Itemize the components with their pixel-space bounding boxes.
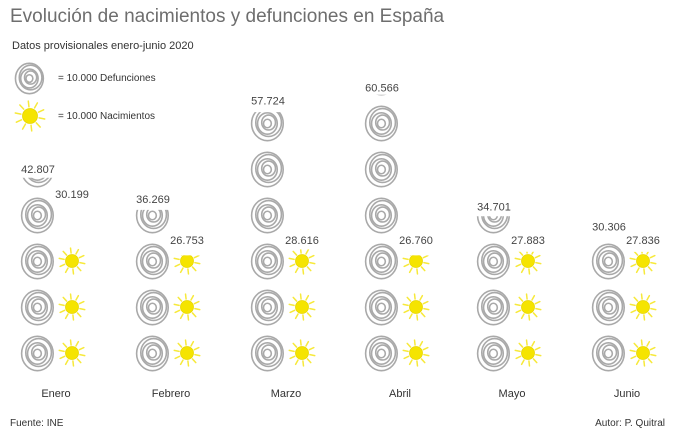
- death-circle-icon: [476, 289, 510, 326]
- legend-deaths-label: = 10.000 Defunciones: [58, 72, 156, 84]
- death-circle-icon: [364, 289, 398, 326]
- sun-icon: [514, 339, 542, 367]
- death-circle-icon: [364, 151, 398, 188]
- sun-icon: [402, 339, 430, 367]
- death-circle-icon: [364, 105, 398, 142]
- sun-icon: [402, 293, 430, 321]
- death-circle-icon: [135, 243, 169, 280]
- source-note: Fuente: INE: [10, 418, 64, 429]
- sun-icon: [173, 255, 201, 275]
- death-circle-icon: [364, 335, 398, 372]
- death-circle-icon: [14, 62, 45, 95]
- sun-icon: [402, 255, 430, 275]
- death-circle-icon: [20, 335, 54, 372]
- sun-icon: [58, 293, 86, 321]
- category-label: Mayo: [499, 388, 526, 400]
- births-value-label: 27.836: [626, 235, 660, 247]
- births-value-label: 26.753: [170, 235, 204, 247]
- legend-births: = 10.000 Nacimientos: [12, 98, 155, 134]
- category-label: Junio: [614, 388, 640, 400]
- category-label: Marzo: [271, 388, 302, 400]
- category-label: Abril: [389, 388, 411, 400]
- death-circle-icon: [20, 197, 54, 234]
- sun-icon: [58, 339, 86, 367]
- sun-icon: [514, 293, 542, 321]
- death-circle-icon: [250, 243, 284, 280]
- death-circle-icon: [476, 335, 510, 372]
- death-circle-icon: [476, 243, 510, 280]
- legend-births-label: = 10.000 Nacimientos: [58, 110, 156, 122]
- month-group-febrero: 36.269 26.753 Febrero: [135, 194, 204, 400]
- death-circle-icon: [250, 289, 284, 326]
- month-group-enero: 42.807 30.199 Enero: [20, 164, 89, 400]
- sun-icon: [173, 293, 201, 321]
- sun-icon: [58, 247, 86, 275]
- month-group-marzo: 57.724 28.616 Marzo: [250, 95, 319, 400]
- deaths-value-label: 60.566: [365, 82, 399, 94]
- chart-subtitle: Datos provisionales enero-junio 2020: [12, 40, 194, 52]
- month-group-abril: 60.566 26.760 Abril: [364, 82, 433, 400]
- sun-icon: [288, 249, 316, 275]
- deaths-value-label: 36.269: [136, 194, 170, 206]
- sun-icon: [629, 339, 657, 367]
- death-circle-icon: [364, 243, 398, 280]
- category-label: Febrero: [152, 388, 191, 400]
- death-circle-icon: [135, 289, 169, 326]
- death-circle-icon: [250, 151, 284, 188]
- author-note: Autor: P. Quitral: [595, 418, 665, 429]
- sun-icon: [514, 251, 542, 275]
- death-circle-icon: [22, 177, 53, 188]
- sun-icon: [629, 251, 657, 275]
- sun-icon: [173, 339, 201, 367]
- deaths-value-label: 30.306: [592, 222, 626, 234]
- deaths-value-label: 42.807: [21, 164, 55, 176]
- deaths-value-label: 34.701: [477, 201, 511, 213]
- death-circle-icon: [250, 112, 284, 142]
- sun-icon: [629, 293, 657, 321]
- death-circle-icon: [364, 197, 398, 234]
- births-value-label: 28.616: [285, 235, 319, 247]
- death-circle-icon: [135, 335, 169, 372]
- death-circle-icon: [591, 335, 625, 372]
- deaths-value-label: 57.724: [251, 95, 285, 107]
- births-value-label: 30.199: [55, 189, 89, 201]
- births-value-label: 27.883: [511, 235, 545, 247]
- death-circle-icon: [476, 216, 510, 234]
- month-group-mayo: 34.701 27.883 Mayo: [476, 201, 545, 400]
- sun-icon: [14, 100, 46, 132]
- chart-title: Evolución de nacimientos y defunciones e…: [10, 6, 445, 27]
- death-circle-icon: [591, 243, 625, 280]
- births-value-label: 26.760: [399, 235, 433, 247]
- death-circle-icon: [250, 197, 284, 234]
- death-circle-icon: [591, 289, 625, 326]
- death-circle-icon: [135, 209, 169, 234]
- death-circle-icon: [250, 335, 284, 372]
- sun-icon: [288, 339, 316, 367]
- category-label: Enero: [41, 388, 70, 400]
- death-circle-icon: [20, 243, 54, 280]
- sun-icon: [288, 293, 316, 321]
- death-circle-icon: [20, 289, 54, 326]
- legend-deaths: = 10.000 Defunciones: [12, 60, 156, 96]
